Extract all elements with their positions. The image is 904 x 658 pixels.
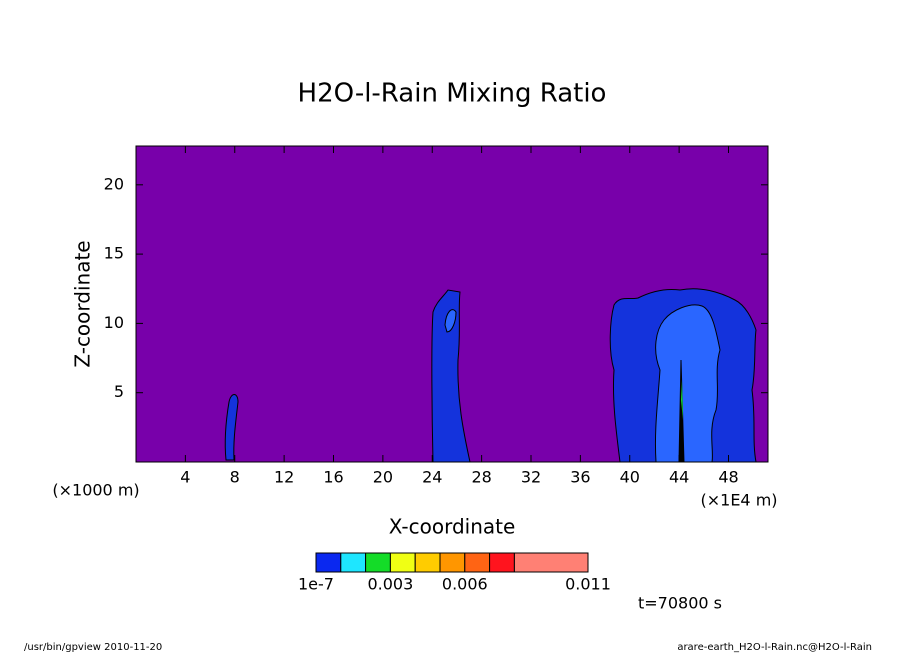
- colorbar-box: [513, 552, 589, 573]
- rain-region: [431, 289, 471, 463]
- colorbar-box: [389, 552, 416, 573]
- footer-right: arare-earth_H2O-l-Rain.nc@H2O-l-Rain: [677, 642, 872, 653]
- x-unit-label: (×1E4 m): [700, 491, 777, 510]
- colorbar-box: [439, 552, 466, 573]
- plot-frame: [135, 145, 769, 463]
- x-tick-label: 28: [471, 468, 491, 487]
- x-tick-label: 8: [230, 468, 240, 487]
- x-tick-label: 36: [570, 468, 590, 487]
- rain-region: [224, 394, 239, 461]
- colorbar-label: 0.006: [442, 575, 488, 594]
- x-tick-label: 40: [620, 468, 640, 487]
- x-unit-label: (×1000 m): [52, 481, 139, 500]
- time-label: t=70800 s: [638, 594, 722, 613]
- x-tick-label: 20: [373, 468, 393, 487]
- x-tick-label: 4: [180, 468, 190, 487]
- x-axis-label: X-coordinate: [389, 515, 516, 539]
- rain-region: [654, 304, 721, 463]
- x-tick-label: 44: [669, 468, 689, 487]
- x-tick-label: 24: [422, 468, 442, 487]
- colorbar-label: 1e-7: [298, 575, 334, 594]
- y-tick-label: 15: [104, 244, 124, 263]
- colorbar-box: [315, 552, 342, 573]
- footer-left: /usr/bin/gpview 2010-11-20: [24, 642, 162, 653]
- colorbar-label: 0.003: [367, 575, 413, 594]
- colorbar-box: [340, 552, 367, 573]
- colorbar-label: 0.011: [565, 575, 611, 594]
- x-tick-label: 12: [274, 468, 294, 487]
- rain-region: [444, 309, 457, 333]
- colorbar-box: [414, 552, 441, 573]
- colorbar-box: [489, 552, 515, 573]
- chart-title: H2O-l-Rain Mixing Ratio: [298, 79, 607, 109]
- rain-region: [681, 380, 683, 420]
- x-tick-label: 16: [323, 468, 343, 487]
- y-tick-label: 5: [114, 382, 124, 401]
- colorbar-box: [365, 552, 391, 573]
- x-tick-label: 48: [718, 468, 738, 487]
- y-tick-label: 10: [104, 313, 124, 332]
- y-tick-label: 20: [104, 174, 124, 193]
- x-tick-label: 32: [521, 468, 541, 487]
- y-axis-label: Z-coordinate: [71, 240, 95, 367]
- contour-regions: [224, 288, 757, 463]
- colorbar-box: [464, 552, 491, 573]
